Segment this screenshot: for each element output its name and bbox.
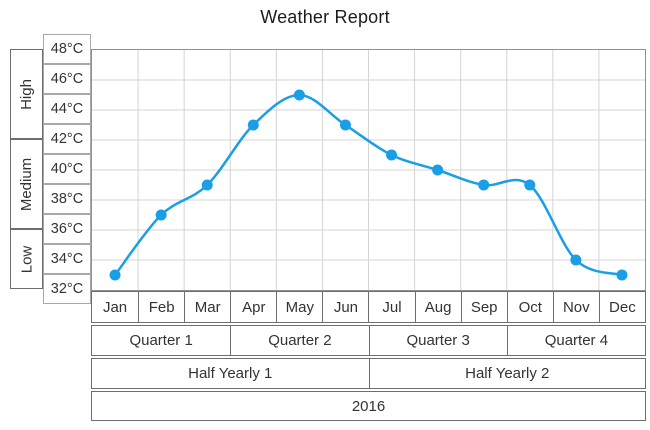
x-axis-month-row: Jan Feb Mar Apr May Jun Jul Aug Sep Oct Nov Dec — [91, 291, 646, 323]
y-axis-band-column: High Medium Low — [10, 49, 43, 289]
month-cell: Nov — [552, 292, 599, 322]
quarter-cell: Quarter 4 — [506, 326, 645, 355]
y-axis-label: 38°C — [43, 183, 91, 215]
data-point-marker — [478, 179, 490, 191]
data-point-marker — [524, 179, 536, 191]
y-band-label: Low — [18, 245, 35, 273]
y-axis-label: 44°C — [43, 93, 91, 125]
quarter-cell: Quarter 3 — [368, 326, 507, 355]
y-axis-tick-label-column: 48°C 46°C 44°C 42°C 40°C 38°C 36°C 34°C 32°C — [43, 33, 91, 305]
data-point-marker — [293, 89, 305, 101]
y-axis-label: 32°C — [43, 273, 91, 305]
x-axis-year-row: 2016 — [91, 391, 646, 421]
y-band-box-low: Low — [10, 229, 43, 289]
month-cell: Jul — [368, 292, 414, 322]
plot-svg — [92, 50, 645, 290]
y-axis-label: 40°C — [43, 153, 91, 185]
y-band-box-medium: Medium — [10, 139, 43, 229]
data-point-marker — [247, 119, 259, 131]
month-cell: Aug — [414, 292, 461, 322]
x-axis-quarter-row: Quarter 1 Quarter 2 Quarter 3 Quarter 4 — [91, 325, 646, 356]
month-cell: Feb — [138, 292, 184, 322]
data-point-marker — [201, 179, 213, 191]
month-cell: Mar — [184, 292, 230, 322]
gridlines — [92, 50, 645, 290]
y-axis-label: 48°C — [43, 33, 91, 65]
y-band-box-high: High — [10, 49, 43, 139]
chart-plot-area — [91, 49, 646, 291]
quarter-cell: Quarter 2 — [230, 326, 368, 355]
month-cell: Jun — [322, 292, 368, 322]
y-band-label: High — [17, 78, 35, 110]
halfyear-cell: Half Yearly 1 — [188, 365, 273, 382]
chart-title: Weather Report — [260, 7, 390, 27]
y-axis-label: 34°C — [43, 243, 91, 275]
data-point-marker — [386, 149, 398, 161]
y-band-label: Medium — [18, 157, 36, 211]
weather-line-series — [113, 93, 624, 277]
month-cell: Jan — [102, 298, 128, 316]
month-cell: May — [276, 292, 322, 322]
x-axis-halfyear-row: Half Yearly 1 Half Yearly 2 — [91, 358, 646, 389]
data-point-marker — [432, 164, 444, 176]
y-axis-label: 42°C — [43, 123, 91, 155]
month-cell: Apr — [230, 292, 276, 322]
month-cell: Sep — [460, 292, 507, 322]
quarter-cell: Quarter 1 — [129, 332, 193, 349]
month-cell: Oct — [506, 292, 553, 322]
month-cell: Dec — [598, 292, 645, 322]
data-point-marker — [339, 119, 351, 131]
data-point-marker — [155, 209, 167, 221]
y-axis-label: 46°C — [43, 63, 91, 95]
data-point-marker — [109, 269, 121, 281]
halfyear-cell: Half Yearly 2 — [368, 359, 646, 388]
y-axis-label: 36°C — [43, 213, 91, 245]
data-point-marker — [570, 254, 582, 266]
data-point-marker — [616, 269, 628, 281]
year-cell: 2016 — [351, 397, 386, 415]
